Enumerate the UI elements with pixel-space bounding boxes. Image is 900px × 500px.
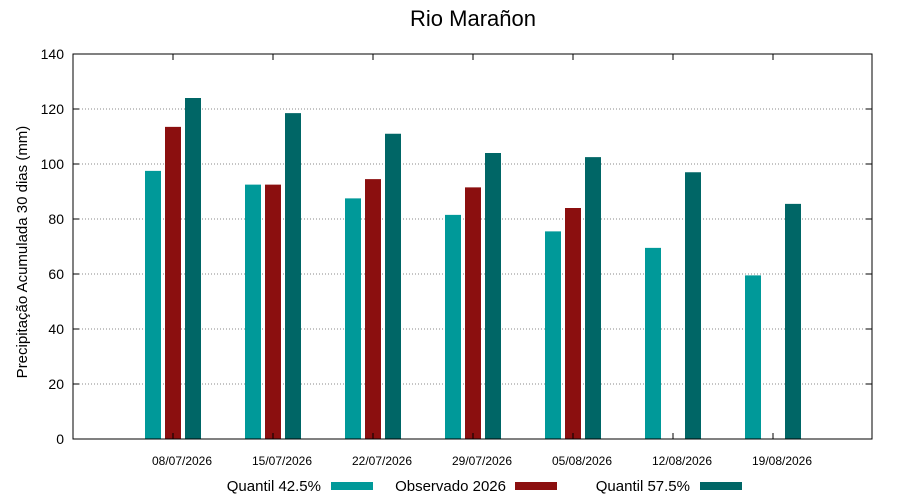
bar-quantil-42-5--3: [445, 214, 461, 439]
bar-quantil-57-5--0: [185, 98, 201, 439]
bar-quantil-57-5--3: [485, 153, 501, 439]
bar-quantil-57-5--1: [285, 113, 301, 439]
y-axis-ticks: 0 20 40 60 80 100 120 140: [41, 46, 872, 447]
legend-swatch: [700, 482, 742, 490]
bar-observado-2026-1: [265, 184, 281, 439]
bars: [145, 98, 801, 439]
bar-quantil-57-5--4: [585, 157, 601, 439]
bar-observado-2026-3: [465, 187, 481, 439]
y-tick-label: 20: [48, 376, 64, 392]
bar-quantil-42-5--0: [145, 170, 161, 439]
legend-swatch: [515, 482, 557, 490]
y-tick-label: 60: [48, 266, 64, 282]
x-tick-label: 05/08/2026: [552, 454, 612, 468]
bar-quantil-42-5--2: [345, 198, 361, 439]
bar-quantil-42-5--6: [745, 275, 761, 439]
bar-quantil-57-5--2: [385, 133, 401, 439]
legend-label: Quantil 42.5%: [227, 478, 321, 495]
x-axis-ticks: 08/07/2026 15/07/2026 22/07/2026 29/07/2026…: [152, 54, 812, 468]
bar-quantil-42-5--5: [645, 247, 661, 439]
y-tick-label: 140: [41, 46, 65, 62]
legend: Quantil 42.5% Observado 2026 Quantil 57.5%: [227, 478, 742, 495]
bar-observado-2026-4: [565, 208, 581, 439]
bar-quantil-57-5--6: [785, 203, 801, 439]
x-tick-label: 15/07/2026: [252, 454, 312, 468]
y-tick-label: 80: [48, 211, 64, 227]
legend-label: Observado 2026: [395, 478, 506, 495]
bar-observado-2026-0: [165, 126, 181, 439]
y-tick-label: 120: [41, 101, 65, 117]
legend-label: Quantil 57.5%: [596, 478, 690, 495]
y-tick-label: 100: [41, 156, 65, 172]
x-tick-label: 08/07/2026: [152, 454, 212, 468]
x-tick-label: 29/07/2026: [452, 454, 512, 468]
x-tick-label: 22/07/2026: [352, 454, 412, 468]
bar-observado-2026-2: [365, 179, 381, 439]
x-tick-label: 12/08/2026: [652, 454, 712, 468]
y-tick-label: 0: [56, 431, 64, 447]
bar-quantil-42-5--1: [245, 184, 261, 439]
bar-quantil-57-5--5: [685, 172, 701, 439]
bar-quantil-42-5--4: [545, 231, 561, 439]
chart-title: Rio Marañon: [410, 6, 536, 31]
x-tick-label: 19/08/2026: [752, 454, 812, 468]
legend-swatch: [331, 482, 373, 490]
y-axis-label: Precipitação Acumulada 30 dias (mm): [14, 126, 31, 379]
y-tick-label: 40: [48, 321, 64, 337]
